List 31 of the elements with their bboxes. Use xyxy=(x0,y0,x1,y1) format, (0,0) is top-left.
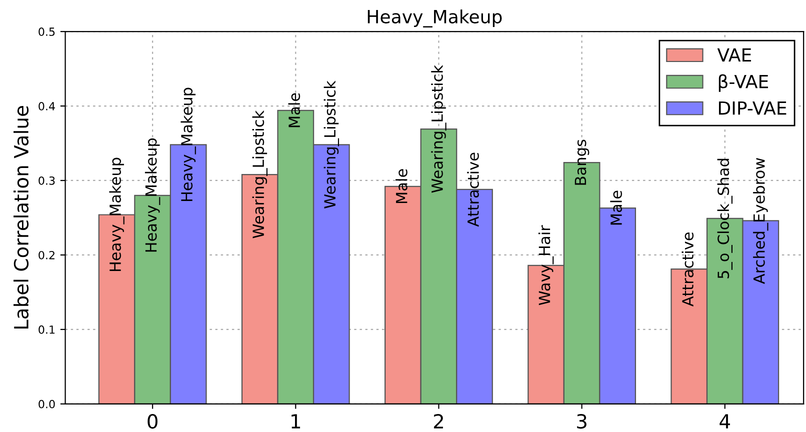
annotation: Male xyxy=(288,93,300,128)
x-tick-label: 1 xyxy=(292,414,300,428)
y-tick-label: 0.2 xyxy=(38,250,54,260)
y-tick-label: 0.5 xyxy=(38,28,55,36)
legend-label: VAE xyxy=(717,48,752,62)
y-tick-label: 0.4 xyxy=(38,102,55,110)
x-tick-label: 2 xyxy=(434,414,443,428)
chart-title: Heavy_Makeup xyxy=(368,9,502,28)
annotation: Attractive xyxy=(467,152,479,227)
annotation: Heavy_Makeup xyxy=(109,158,124,272)
annotation: Arched_Eyebrow xyxy=(753,158,768,284)
annotation: Male xyxy=(396,169,408,204)
y-axis-title: Label Correlation Value xyxy=(14,106,29,329)
annotation: Wearing_Lipstick xyxy=(324,80,340,208)
y-tick-label: 0.0 xyxy=(38,400,55,408)
y-tick-label: 0.1 xyxy=(38,325,55,334)
legend-label: DIP-VAE xyxy=(718,101,786,115)
annotation: Wavy_Hair xyxy=(538,225,554,306)
x-tick-label: 4 xyxy=(720,414,730,428)
y-tick-label: 0.3 xyxy=(38,176,55,185)
annotation: Wearing_Lipstick xyxy=(431,64,446,193)
x-tick-label: 3 xyxy=(577,414,586,429)
x-tick-label: 0 xyxy=(148,414,158,429)
annotation: 5_o_Clock_Shad xyxy=(717,158,732,278)
legend-label: β-VAE xyxy=(718,74,768,92)
annotation: Attractive xyxy=(682,232,694,306)
annotation: Male xyxy=(610,190,622,225)
annotation: Heavy_Makeup xyxy=(180,88,196,202)
annotation: Bangs xyxy=(574,140,590,185)
annotation: Wearing_Lipstick xyxy=(252,110,268,238)
annotation: Heavy_Makeup xyxy=(144,138,160,252)
